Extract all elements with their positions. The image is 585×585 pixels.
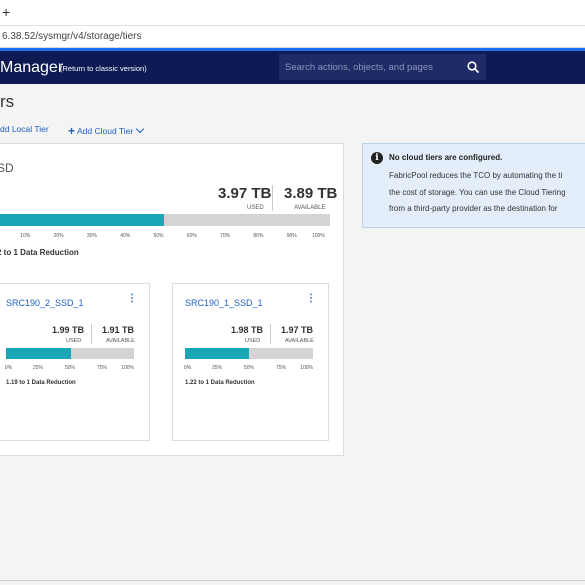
tier-used-value: 3.97 TB [218,185,272,202]
scale-tick: 70% [220,233,231,239]
scale-tick: 100% [311,233,325,239]
app-header: Manager (Return to classic version) [0,48,585,84]
scale-tick: 100% [300,365,313,371]
aggregate-available-value: 1.91 TB [102,325,135,335]
global-search[interactable] [279,54,486,80]
divider [272,185,273,211]
scale-tick: 10% [20,233,31,239]
aggregate-capacity-bar [185,348,313,359]
aggregate-card: SRC190_1_SSD_1 ⋮ 1.98 TB USED 1.97 TB AV… [172,283,329,441]
aggregate-used-value: 1.98 TB [231,325,264,335]
cloud-tier-info-panel: i No cloud tiers are configured. FabricP… [362,143,585,228]
plus-icon: + [68,124,76,138]
scale-tick: 0% [183,365,192,371]
aggregate-capacity-fill [6,348,72,359]
aggregate-used-label: USED [245,338,261,344]
scale-tick: 75% [275,365,287,371]
tier-available-label: AVAILABLE [294,205,326,211]
scale-tick: 40% [120,233,131,239]
add-local-tier-label: dd Local Tier [0,124,49,134]
tier-name: SD [0,161,14,175]
scale-tick: 50% [243,365,255,371]
page-title: rs [0,92,15,111]
aggregate-available-value: 1.97 TB [281,325,314,335]
tier-data-reduction: 2 to 1 Data Reduction [0,248,79,257]
tier-available-value: 3.89 TB [284,185,338,202]
info-text: the cost of storage. You can use the Clo… [389,188,566,197]
add-cloud-tier-label: Add Cloud Tier [77,126,134,136]
search-icon[interactable] [466,60,480,74]
aggregate-data-reduction: 1.19 to 1 Data Reduction [6,380,76,386]
scale-tick: 50% [153,233,164,239]
scale-tick: 25% [32,365,44,371]
scale-tick: 90% [286,233,297,239]
scale-tick: 75% [96,365,108,371]
app-title: Manager [0,59,64,76]
return-to-classic-link[interactable]: (Return to classic version) [60,64,147,73]
info-icon: i [371,152,383,164]
more-options-icon[interactable]: ⋮ [127,293,137,304]
scale-tick: 20% [53,233,64,239]
more-options-icon[interactable]: ⋮ [306,293,316,304]
new-tab-button[interactable]: + [2,4,11,20]
tier-used-label: USED [247,205,264,211]
info-title: No cloud tiers are configured. [389,153,503,162]
aggregate-name-link[interactable]: SRC190_1_SSD_1 [185,298,263,308]
aggregate-used-value: 1.99 TB [52,325,85,335]
aggregate-available-label: AVAILABLE [106,338,135,344]
local-tier-card: SD 3.97 TB USED 3.89 TB AVAILABLE 10% 20… [0,143,344,456]
add-local-tier-button[interactable]: dd Local Tier [0,124,49,134]
add-cloud-tier-button[interactable]: + Add Cloud Tier [68,124,145,138]
browser-address-bar[interactable]: 6.38.52/sysmgr/v4/storage/tiers [0,26,585,48]
aggregate-name-link[interactable]: SRC190_2_SSD_1 [6,298,84,308]
scale-tick: 80% [253,233,264,239]
info-text: from a third-party provider as the desti… [389,204,558,213]
scale-tick: 100% [121,365,134,371]
page-bottom-border [0,580,585,581]
tier-capacity-bar [0,214,330,226]
browser-tab-bar: + [0,0,585,26]
aggregate-capacity-fill [185,348,249,359]
chevron-down-icon [136,124,145,134]
scale-tick: 30% [86,233,97,239]
aggregate-capacity-bar [6,348,134,359]
aggregate-data-reduction: 1.22 to 1 Data Reduction [185,380,255,386]
tier-capacity-fill [0,214,164,226]
divider [270,324,271,344]
aggregate-card: SRC190_2_SSD_1 ⋮ 1.99 TB USED 1.91 TB AV… [0,283,150,441]
url-text[interactable]: 6.38.52/sysmgr/v4/storage/tiers [2,31,142,42]
aggregate-used-label: USED [66,338,82,344]
search-input[interactable] [279,54,459,80]
scale-tick: 50% [64,365,76,371]
scale-tick: 25% [211,365,223,371]
scale-tick: 60% [186,233,197,239]
info-text: FabricPool reduces the TCO by automating… [389,171,563,180]
scale-tick: 0% [4,365,13,371]
divider [91,324,92,344]
aggregate-available-label: AVAILABLE [285,338,314,344]
